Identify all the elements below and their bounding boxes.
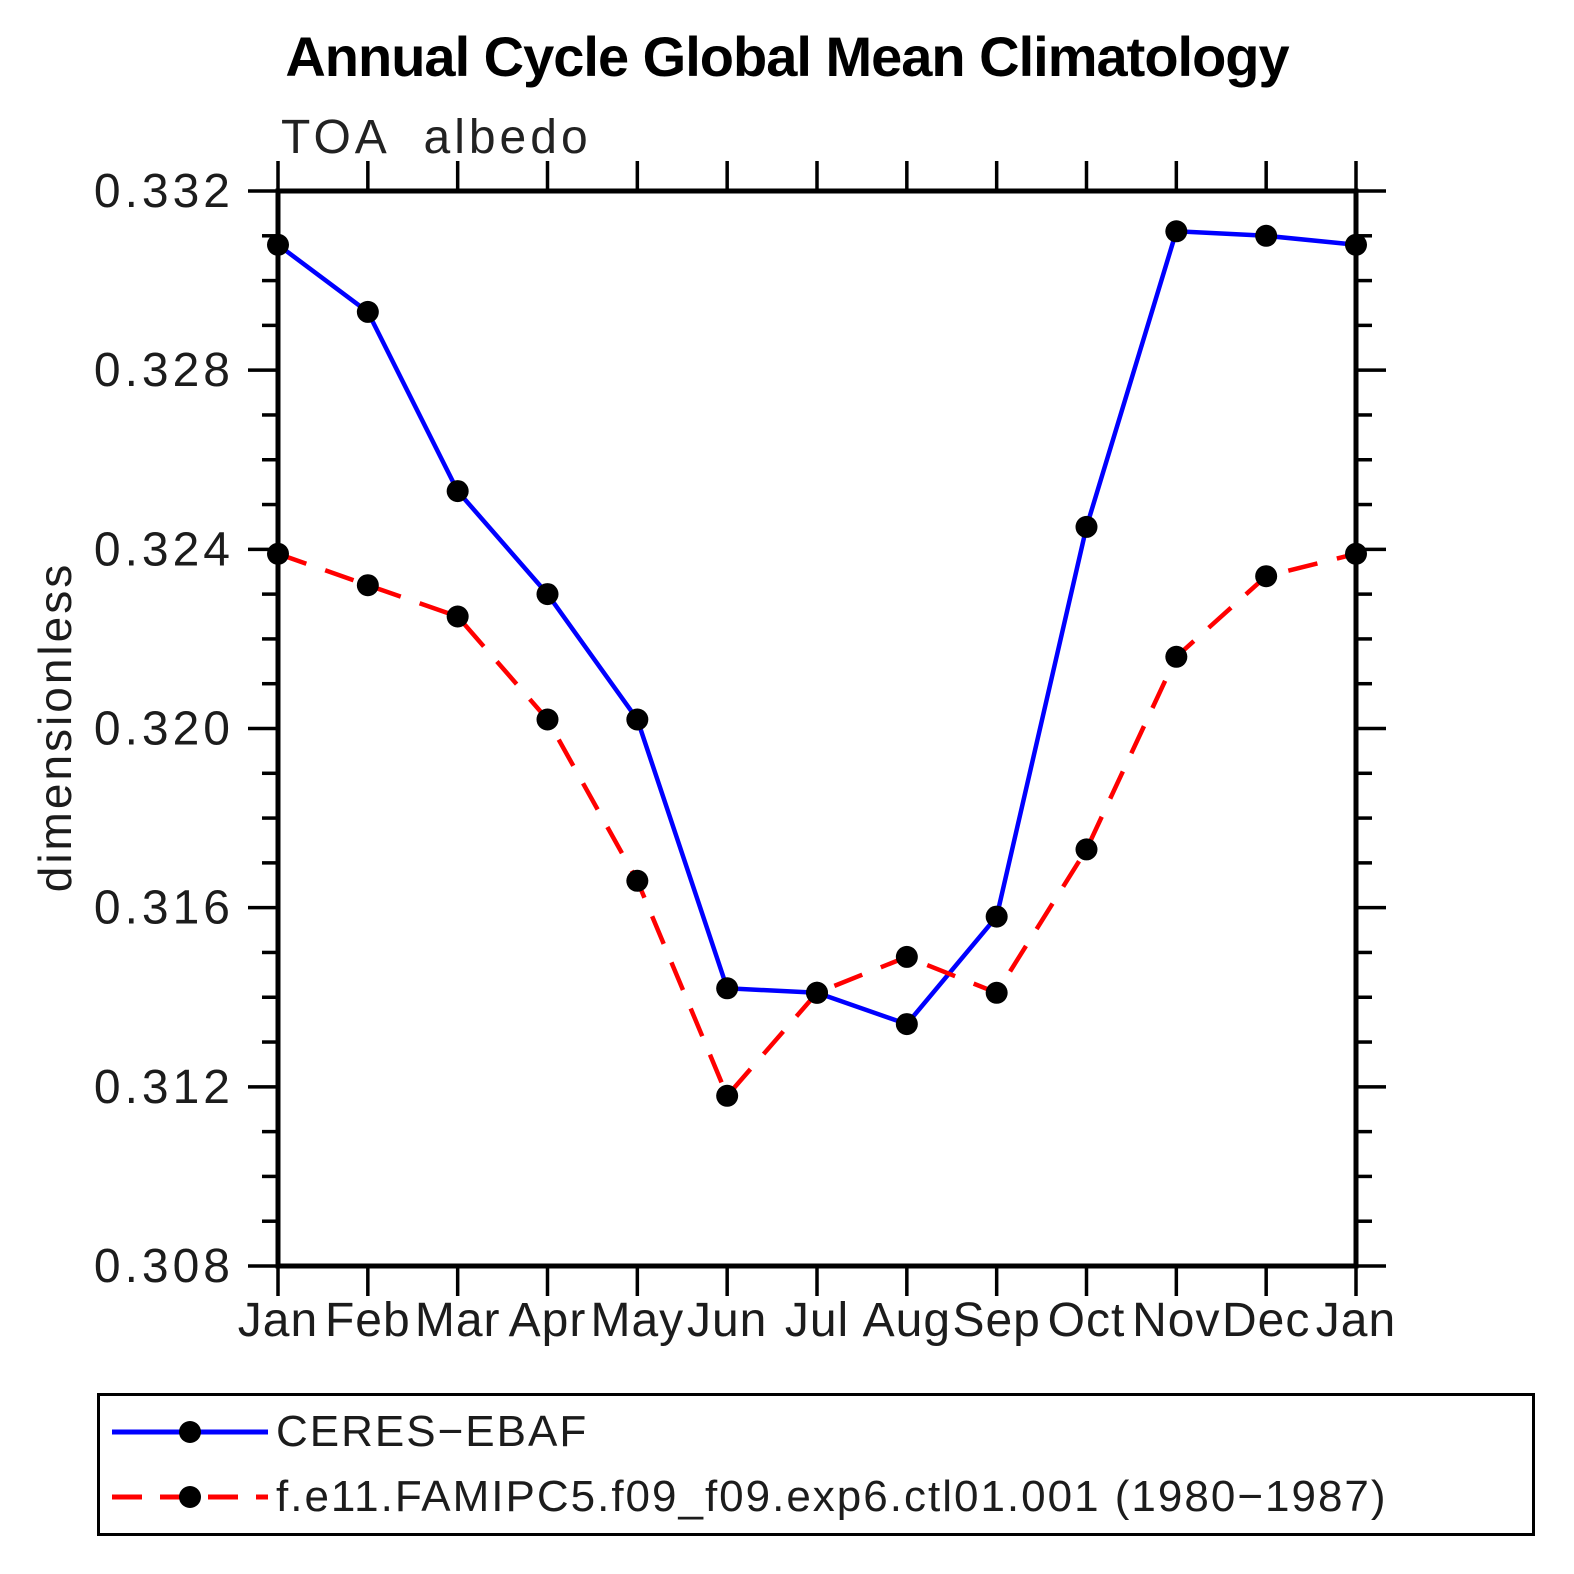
data-point-marker-0 <box>356 300 379 323</box>
data-point-marker-1 <box>446 605 469 628</box>
y-axis-label: 0.324 <box>94 523 234 576</box>
legend-item-obs: CERES−EBAF <box>100 1404 1532 1460</box>
data-point-marker-1 <box>356 574 379 597</box>
data-point-marker-1 <box>985 981 1008 1004</box>
legend-sample-obs <box>112 1421 268 1444</box>
chart-subtitle: TOA albedo <box>281 111 592 164</box>
data-point-marker-1 <box>267 542 289 565</box>
x-axis-label: Oct <box>1048 1294 1126 1347</box>
series-line-1 <box>277 551 1357 1099</box>
plot-frame <box>275 188 1359 1269</box>
legend-model-marker-icon <box>179 1485 201 1508</box>
data-point-marker-0 <box>446 480 469 503</box>
x-axis-label: May <box>590 1294 684 1347</box>
x-axis-label: Apr <box>509 1294 587 1347</box>
y-axis-label: 0.308 <box>94 1240 234 1293</box>
y-axis-label: 0.312 <box>94 1061 234 1114</box>
data-point-marker-1 <box>1165 645 1188 668</box>
data-point-marker-1 <box>806 981 828 1004</box>
x-axis-label: Nov <box>1132 1294 1220 1347</box>
y-axis-label: 0.332 <box>94 165 234 218</box>
data-point-marker-0 <box>1255 224 1278 247</box>
data-point-marker-1 <box>1255 565 1278 588</box>
data-point-marker-0 <box>716 977 739 1000</box>
legend-obs-marker-icon <box>179 1421 201 1444</box>
data-point-marker-0 <box>536 583 559 606</box>
chart-title: Annual Cycle Global Mean Climatology <box>285 25 1289 88</box>
x-axis-label: Jan <box>1316 1294 1396 1347</box>
data-point-marker-1 <box>716 1084 739 1107</box>
data-point-marker-1 <box>895 945 918 968</box>
x-axis-label: Dec <box>1222 1294 1310 1347</box>
x-axis-label: Sep <box>952 1294 1040 1347</box>
x-axis-label: Jan <box>238 1294 318 1347</box>
legend-item-model: f.e11.FAMIPC5.f09_f09.exp6.ctl01.001 (19… <box>100 1469 1532 1525</box>
legend-label-obs: CERES−EBAF <box>276 1407 589 1457</box>
x-axis-label: Mar <box>415 1294 501 1347</box>
data-point-marker-0 <box>985 905 1008 928</box>
x-axis-label: Feb <box>325 1294 411 1347</box>
x-axis-label: Jul <box>785 1294 849 1347</box>
data-point-marker-1 <box>626 869 649 892</box>
data-point-marker-0 <box>1165 220 1188 243</box>
y-axis-label: 0.316 <box>94 882 234 935</box>
data-point-marker-1 <box>536 708 559 731</box>
legend-sample-model <box>112 1485 268 1508</box>
legend-label-model: f.e11.FAMIPC5.f09_f09.exp6.ctl01.001 (19… <box>276 1471 1388 1521</box>
legend: CERES−EBAF f.e11.FAMIPC5.f09_f09.exp6.ct… <box>97 1393 1535 1536</box>
data-point-marker-0 <box>1075 515 1098 538</box>
data-point-marker-0 <box>1345 233 1367 256</box>
y-axis-label: 0.320 <box>94 703 234 756</box>
data-point-marker-1 <box>1345 542 1367 565</box>
x-axis-label: Aug <box>863 1294 951 1347</box>
data-point-marker-0 <box>626 708 649 731</box>
series-line-0 <box>276 229 1357 1027</box>
data-point-marker-0 <box>267 233 289 256</box>
x-axis-label: Jun <box>687 1294 767 1347</box>
y-axis-label: 0.328 <box>94 344 234 397</box>
data-point-marker-1 <box>1075 838 1098 861</box>
data-point-marker-0 <box>895 1013 918 1036</box>
